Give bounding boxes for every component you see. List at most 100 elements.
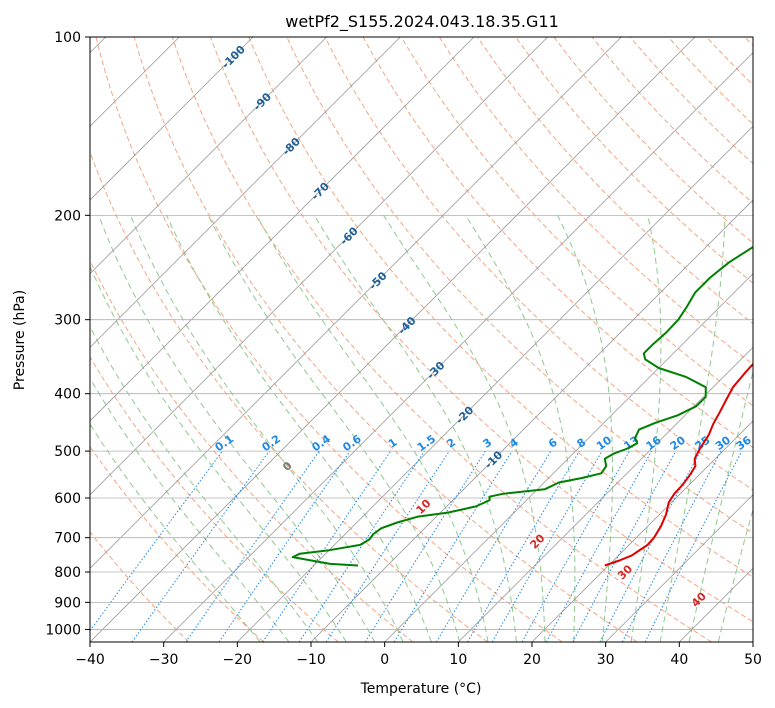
isotherm-line bbox=[90, 37, 622, 569]
y-axis: 100 200 300 400 500 600 700 800 900 1000 bbox=[45, 30, 90, 638]
mixing-ratio-line bbox=[262, 450, 392, 642]
y-tick-label: 600 bbox=[54, 491, 81, 507]
x-axis: −40 −30 −20 −10 0 10 20 30 40 50 bbox=[75, 642, 762, 668]
moist-adiabat-line bbox=[557, 215, 613, 642]
isotherm-line bbox=[384, 273, 753, 642]
moist-adiabat-line bbox=[90, 325, 319, 642]
dry-adiabat-line bbox=[477, 37, 753, 325]
y-tick-label: 700 bbox=[54, 531, 81, 547]
isotherm-line bbox=[531, 420, 753, 642]
x-axis-title: Temperature (°C) bbox=[360, 681, 482, 697]
y-tick-label: 900 bbox=[54, 595, 81, 611]
isotherm-label: -100 bbox=[219, 43, 248, 72]
background-lines bbox=[90, 37, 753, 642]
moist-adiabat-line bbox=[659, 215, 726, 642]
x-tick-label: 0 bbox=[380, 652, 389, 668]
x-tick-label: 50 bbox=[744, 652, 762, 668]
y-tick-label: 200 bbox=[54, 208, 81, 224]
x-tick-label: −40 bbox=[75, 652, 105, 668]
isotherm-label: -40 bbox=[395, 314, 418, 337]
chart-title: wetPf2_S155.2024.043.18.35.G11 bbox=[285, 12, 559, 32]
moist-adiabat-line bbox=[465, 215, 576, 642]
mixing-ratio-line bbox=[325, 450, 450, 642]
dry-adiabat-line bbox=[90, 259, 414, 642]
mixing-ratio-label: 2 bbox=[444, 436, 458, 451]
moist-adiabat-line bbox=[90, 377, 290, 642]
y-tick-label: 800 bbox=[54, 565, 81, 581]
dry-adiabat-line bbox=[668, 37, 753, 125]
dry-adiabat-line bbox=[210, 37, 753, 623]
mixing-ratio-label: 16 bbox=[644, 433, 664, 453]
x-tick-label: −20 bbox=[223, 652, 253, 668]
mixing-ratio-line bbox=[545, 450, 653, 642]
mixing-ratio-line bbox=[621, 450, 722, 642]
mixing-ratio-line bbox=[185, 450, 320, 642]
isotherm-line bbox=[310, 199, 753, 642]
dry-adiabat-line bbox=[286, 37, 753, 534]
moist-adiabat-line bbox=[313, 215, 517, 642]
mixing-ratio-line bbox=[298, 450, 425, 642]
mixing-ratio-line bbox=[90, 450, 223, 632]
isotherm-label: -50 bbox=[366, 269, 389, 292]
isotherm-line bbox=[90, 37, 696, 642]
moist-adiabat-line bbox=[383, 215, 546, 642]
x-tick-label: 10 bbox=[449, 652, 467, 668]
dry-adiabat-line bbox=[90, 356, 339, 642]
plot-frame bbox=[89, 36, 754, 643]
dry-adiabat-line bbox=[90, 531, 190, 642]
isotherm-line bbox=[237, 125, 753, 642]
mixing-ratio-line bbox=[644, 450, 743, 642]
moist-adiabat-line bbox=[688, 369, 753, 642]
dry-adiabat-line bbox=[706, 37, 753, 86]
isotherm-label: -70 bbox=[309, 180, 332, 203]
dewpoint-profile bbox=[291, 245, 753, 567]
isotherm-label: -30 bbox=[424, 359, 447, 382]
y-tick-label: 300 bbox=[54, 313, 81, 329]
isotherm-line bbox=[90, 37, 475, 422]
y-tick-label: 100 bbox=[54, 30, 81, 46]
dry-adiabat-line bbox=[95, 37, 563, 642]
mixing-ratio-label: 1 bbox=[386, 436, 400, 451]
mixing-ratio-line bbox=[131, 450, 270, 642]
dry-adiabat-line bbox=[362, 37, 753, 449]
y-axis-title: Pressure (hPa) bbox=[12, 290, 28, 390]
isotherm-label: -90 bbox=[251, 90, 274, 113]
isotherm-line bbox=[90, 37, 548, 496]
moist-adiabat-line bbox=[90, 423, 261, 642]
dry-adiabat-line bbox=[515, 37, 753, 284]
mixing-ratio-line bbox=[218, 450, 351, 642]
mixing-ratio-line bbox=[491, 450, 603, 642]
x-tick-label: −10 bbox=[296, 652, 326, 668]
moist-adiabat-line bbox=[130, 215, 404, 642]
y-tick-label: 1000 bbox=[45, 622, 81, 638]
mixing-ratio-label: 36 bbox=[734, 433, 754, 453]
dry-adiabat-line bbox=[400, 37, 753, 407]
x-tick-label: 20 bbox=[523, 652, 541, 668]
mixing-ratio-label: 20 bbox=[668, 433, 688, 453]
x-tick-label: 40 bbox=[670, 652, 688, 668]
isotherm-line bbox=[90, 37, 327, 275]
mixing-ratio-line bbox=[572, 450, 677, 642]
profile-lines bbox=[291, 245, 753, 567]
temperature-profile bbox=[604, 362, 753, 567]
dry-adiabat-line bbox=[248, 37, 753, 578]
dry-adiabat-line bbox=[438, 37, 753, 365]
dry-adiabat-line bbox=[133, 37, 638, 642]
moist-adiabat-line bbox=[207, 215, 461, 642]
isotherm-line bbox=[90, 37, 254, 201]
isotherm-line bbox=[605, 494, 753, 642]
isotherm-line bbox=[163, 52, 753, 642]
mixing-ratio-line bbox=[521, 450, 630, 642]
mixing-ratio-line bbox=[393, 450, 513, 642]
dry-adiabat-line bbox=[90, 150, 488, 642]
isotherm-label: -20 bbox=[453, 403, 476, 426]
isotherm-line bbox=[679, 567, 753, 642]
x-tick-label: 30 bbox=[597, 652, 615, 668]
moist-adiabat-line bbox=[630, 215, 662, 642]
dry-adiabat-line bbox=[324, 37, 753, 491]
mixing-ratio-label: 30 bbox=[713, 433, 733, 453]
dry-adiabat-line bbox=[553, 37, 753, 244]
isotherm-line bbox=[752, 641, 753, 642]
mixing-ratio-label: 8 bbox=[575, 436, 589, 451]
